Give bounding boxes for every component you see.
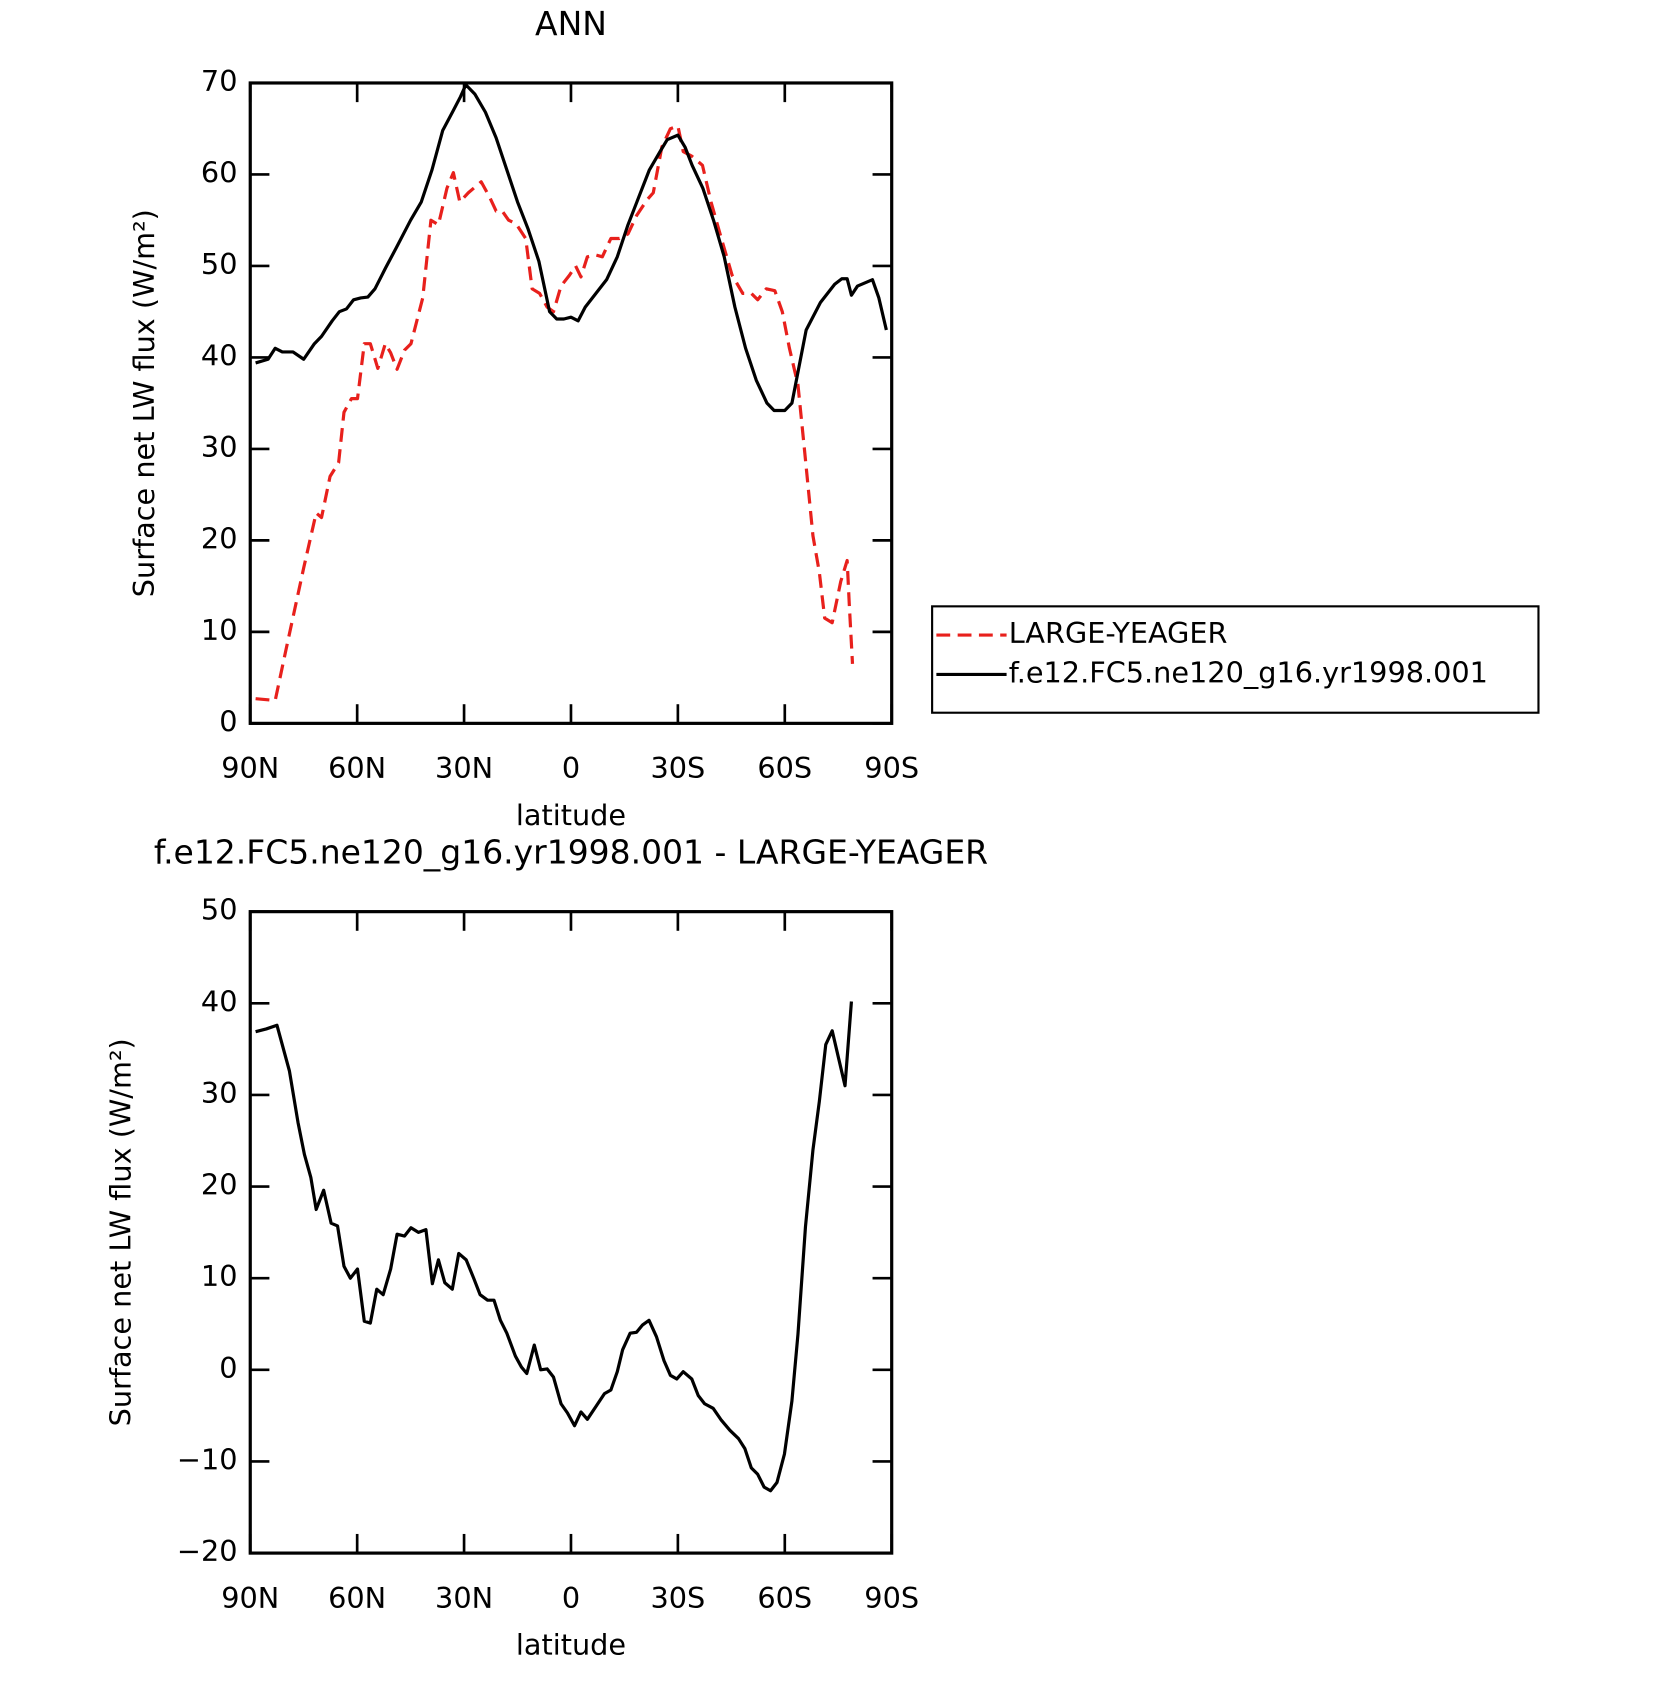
x-tick-label: 30S bbox=[650, 1581, 705, 1615]
x-tick-label: 90N bbox=[221, 1581, 279, 1615]
y-tick-label: 0 bbox=[219, 1351, 237, 1385]
x-tick-label: 60S bbox=[757, 1581, 812, 1615]
y-tick-label: 60 bbox=[201, 155, 238, 189]
y-tick-label: 40 bbox=[201, 984, 238, 1018]
y-tick-label: 10 bbox=[201, 613, 238, 647]
x-tick-label: 0 bbox=[562, 751, 580, 785]
y-tick-label: 30 bbox=[201, 1076, 238, 1110]
legend-label: f.e12.FC5.ne120_g16.yr1998.001 bbox=[1009, 655, 1488, 689]
x-tick-label: 0 bbox=[562, 1581, 580, 1615]
y-tick-label: 20 bbox=[201, 1168, 238, 1202]
legend-label: LARGE-YEAGER bbox=[1009, 616, 1228, 650]
y-tick-label: 10 bbox=[201, 1259, 238, 1293]
y-tick-label: −20 bbox=[177, 1534, 238, 1568]
y-axis-label: Surface net LW flux (W/m²) bbox=[127, 209, 161, 597]
x-tick-label: 60N bbox=[328, 751, 386, 785]
x-tick-label: 30S bbox=[650, 751, 705, 785]
data-line bbox=[255, 124, 855, 703]
plot-frame bbox=[248, 81, 894, 725]
y-tick-label: 0 bbox=[219, 704, 237, 738]
data-line bbox=[255, 1001, 854, 1493]
y-tick-label: 20 bbox=[201, 521, 238, 555]
data-line bbox=[255, 83, 888, 413]
chart-title: f.e12.FC5.ne120_g16.yr1998.001 - LARGE-Y… bbox=[154, 833, 988, 872]
x-tick-label: 60N bbox=[328, 1581, 386, 1615]
x-tick-label: 90S bbox=[864, 751, 919, 785]
x-tick-label: 30N bbox=[435, 751, 493, 785]
x-axis-label: latitude bbox=[516, 798, 626, 832]
y-tick-label: 30 bbox=[201, 430, 238, 464]
y-tick-label: 40 bbox=[201, 338, 238, 372]
y-tick-label: 70 bbox=[201, 64, 238, 98]
plot-frame bbox=[248, 910, 894, 1555]
x-tick-label: 90N bbox=[221, 751, 279, 785]
y-axis-label: Surface net LW flux (W/m²) bbox=[104, 1038, 138, 1426]
legend-box bbox=[931, 605, 1540, 714]
x-tick-label: 30N bbox=[435, 1581, 493, 1615]
y-tick-label: −10 bbox=[177, 1442, 238, 1476]
x-tick-label: 60S bbox=[757, 751, 812, 785]
chart-title: ANN bbox=[535, 4, 607, 43]
y-tick-label: 50 bbox=[201, 247, 238, 281]
x-axis-label: latitude bbox=[516, 1628, 626, 1662]
y-tick-label: 50 bbox=[201, 893, 238, 927]
x-tick-label: 90S bbox=[864, 1581, 919, 1615]
